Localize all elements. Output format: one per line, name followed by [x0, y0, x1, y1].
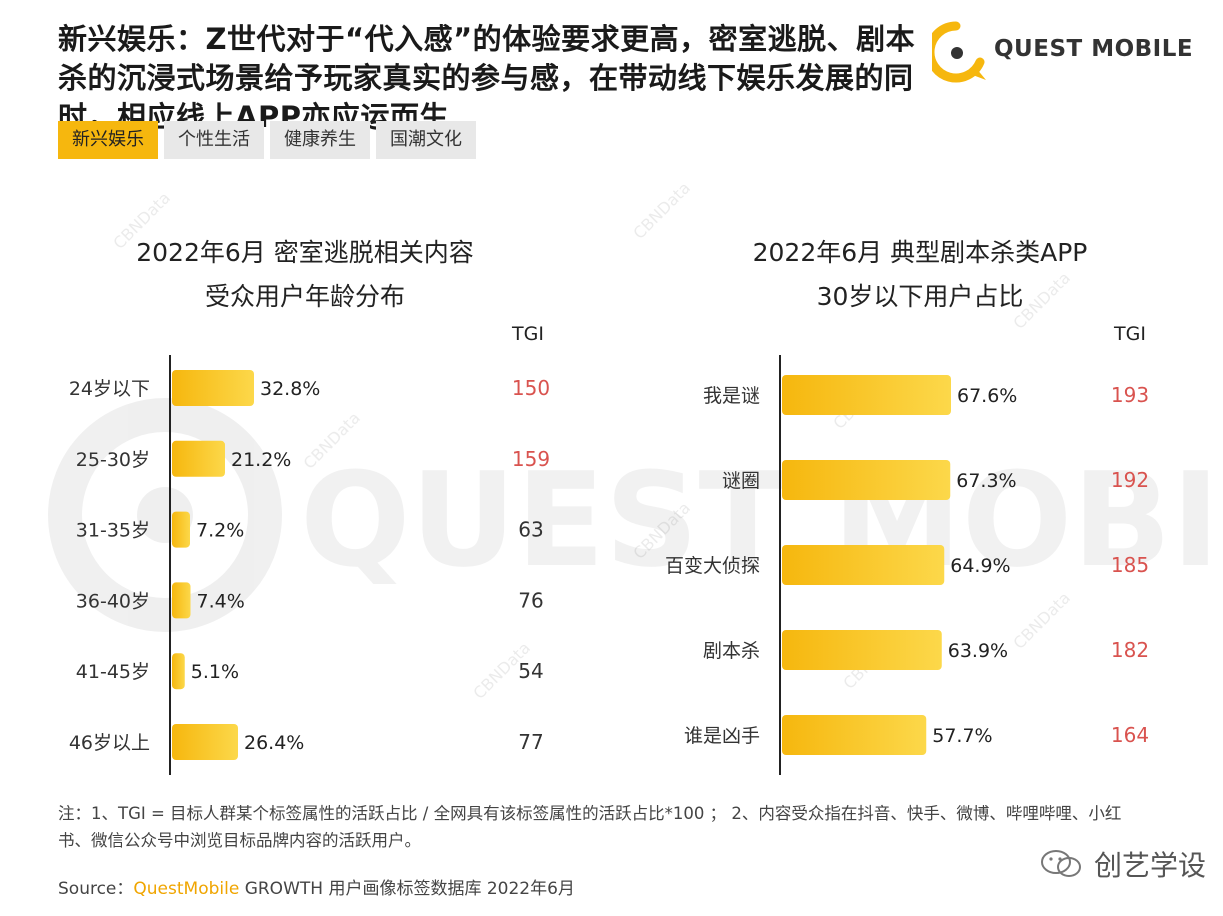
right-chart-title-line2: 30岁以下用户占比	[816, 282, 1024, 311]
footnote: 注：1、TGI = 目标人群某个标签属性的活跃占比 / 全网具有该标签属性的活跃…	[58, 804, 1122, 850]
category-label: 36-40岁	[76, 590, 150, 612]
wechat-icon	[1041, 850, 1081, 877]
right-chart-title-line1: 2022年6月 典型剧本杀类APP	[752, 238, 1088, 267]
tgi-value: 150	[512, 376, 550, 400]
logo-icon	[932, 21, 986, 83]
tab-3[interactable]: 国潮文化	[376, 121, 476, 159]
value-label: 57.7%	[932, 725, 992, 747]
script-app-chart: 我是谜 67.6% 193 谜圈 67.3% 192 百变大侦探 64.9% 185 剧本杀 63.…	[665, 355, 1149, 775]
tgi-value: 185	[1111, 553, 1149, 577]
category-label: 41-45岁	[76, 661, 150, 683]
bar	[172, 653, 185, 690]
right-chart-title: 2022年6月 典型剧本杀类APP 30岁以下用户占比	[700, 231, 1140, 319]
questmobile-logo	[932, 21, 986, 83]
wechat-account: 创艺学设	[1040, 844, 1206, 884]
source-line: Source：QuestMobile GROWTH 用户画像标签数据库 2022…	[58, 874, 575, 899]
category-label: 24岁以下	[69, 378, 150, 400]
bar	[782, 715, 927, 755]
bar	[172, 582, 191, 619]
category-label: 百变大侦探	[665, 555, 760, 577]
value-label: 32.8%	[260, 378, 320, 400]
value-label: 7.2%	[196, 520, 244, 542]
category-label: 我是谜	[703, 385, 760, 407]
category-label: 谁是凶手	[684, 725, 760, 747]
left-tgi-header: TGI	[512, 323, 544, 345]
category-label: 25-30岁	[76, 449, 150, 471]
tgi-value: 54	[518, 659, 543, 683]
tgi-value: 193	[1111, 383, 1149, 407]
value-label: 26.4%	[244, 732, 304, 754]
source-rest: GROWTH 用户画像标签数据库 2022年6月	[239, 879, 575, 899]
bar	[172, 440, 225, 477]
left-chart-title: 2022年6月 密室逃脱相关内容 受众用户年龄分布	[90, 231, 520, 319]
value-label: 67.3%	[956, 470, 1016, 492]
tgi-value: 77	[518, 730, 543, 754]
source-prefix: Source：	[58, 879, 134, 899]
category-label: 46岁以上	[69, 732, 150, 754]
wechat-account-name: 创艺学设	[1094, 849, 1207, 882]
value-label: 67.6%	[957, 385, 1017, 407]
value-label: 7.4%	[197, 590, 245, 612]
age-distribution-chart: 24岁以下 32.8% 150 25-30岁 21.2% 159 31-35岁 7.2% 63 3…	[69, 355, 550, 775]
tgi-value: 182	[1111, 638, 1149, 662]
value-label: 64.9%	[950, 555, 1010, 577]
value-label: 63.9%	[948, 640, 1008, 662]
category-label: 31-35岁	[76, 520, 150, 542]
tgi-value: 76	[518, 588, 543, 612]
value-label: 5.1%	[191, 661, 239, 683]
tab-0[interactable]: 新兴娱乐	[58, 121, 158, 159]
bar	[782, 375, 951, 415]
tgi-value: 192	[1111, 468, 1149, 492]
category-label: 谜圈	[722, 470, 760, 492]
tgi-value: 159	[512, 447, 550, 471]
bar	[782, 630, 942, 670]
left-chart-title-line2: 受众用户年龄分布	[204, 282, 405, 311]
source-brand: QuestMobile	[133, 879, 240, 899]
bar	[172, 370, 254, 406]
bar	[782, 545, 945, 585]
bar	[782, 460, 951, 500]
tab-1[interactable]: 个性生活	[164, 121, 264, 159]
category-tabs: 新兴娱乐 个性生活 健康养生 国潮文化	[58, 121, 476, 159]
bar	[172, 511, 190, 548]
tab-2[interactable]: 健康养生	[270, 121, 370, 159]
tgi-value: 164	[1111, 723, 1149, 747]
left-chart-title-line1: 2022年6月 密室逃脱相关内容	[136, 238, 474, 267]
tgi-value: 63	[518, 518, 543, 542]
value-label: 21.2%	[231, 449, 291, 471]
right-tgi-header: TGI	[1114, 323, 1146, 345]
logo-text: QUEST MOBILE	[994, 36, 1194, 62]
bar	[172, 724, 238, 760]
category-label: 剧本杀	[703, 640, 760, 662]
